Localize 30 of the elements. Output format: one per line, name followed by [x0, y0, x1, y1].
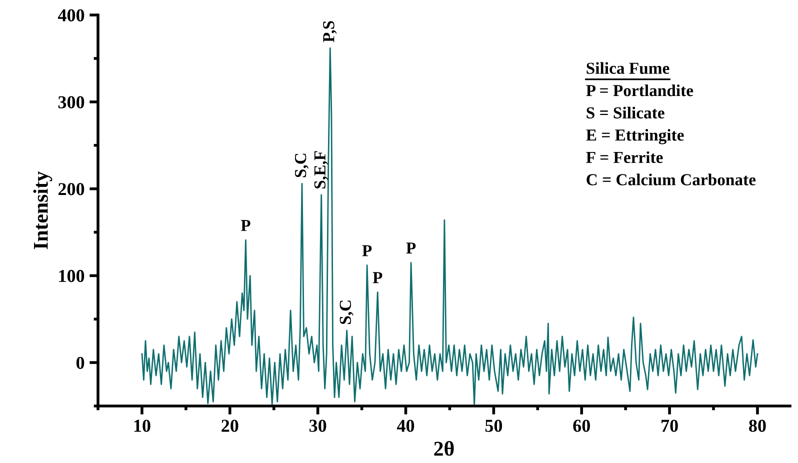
x-tick-label: 80 — [749, 420, 766, 432]
x-tick-label: 30 — [309, 420, 326, 432]
x-tick-label: 10 — [134, 420, 150, 432]
line-series — [141, 47, 758, 405]
y-axis-title: Intensity — [33, 171, 52, 250]
annotation: P — [406, 242, 416, 254]
annotation: P,S — [323, 21, 337, 42]
x-tick-label: 70 — [662, 420, 678, 432]
x-tick-label: 40 — [396, 420, 414, 432]
annotation: C = Calcium Carbonate — [586, 174, 756, 186]
x-tick-label: 20 — [222, 420, 238, 432]
y-tick-label: 400 — [58, 9, 84, 22]
annotation: F = Ferrite — [586, 151, 663, 164]
annotation: P — [240, 220, 250, 231]
annotation: P — [372, 272, 382, 284]
annotation: P — [362, 245, 372, 256]
y-tick-label: 200 — [58, 183, 84, 196]
annotation: S,E,F — [314, 151, 328, 188]
y-tick-label: 0 — [76, 356, 84, 369]
annotation: E = Ettringite — [586, 128, 684, 144]
x-tick-label: 60 — [573, 420, 590, 432]
x-tick-label: 50 — [485, 420, 502, 432]
y-tick-label: 100 — [59, 270, 84, 282]
x-axis-title: 2θ — [434, 441, 454, 456]
annotation: S,C — [294, 154, 309, 178]
y-tick-label: 300 — [58, 96, 84, 108]
annotation: Silica Fume — [586, 62, 670, 74]
annotation: P = Portlandite — [586, 84, 694, 96]
annotation: S = Silicate — [586, 106, 664, 118]
annotation: S,C — [340, 300, 354, 324]
